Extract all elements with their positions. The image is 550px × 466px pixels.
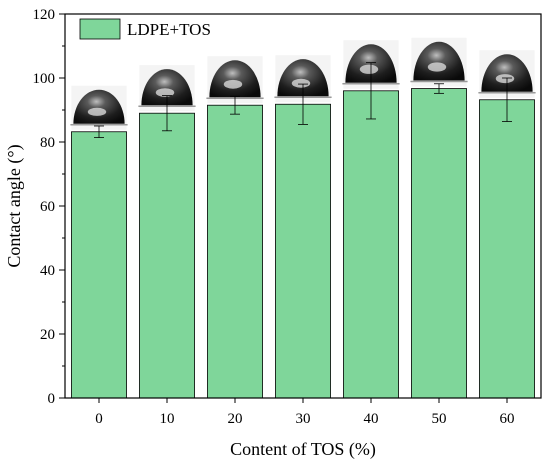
droplet-images bbox=[70, 37, 536, 130]
x-tick-label-50: 50 bbox=[432, 411, 447, 427]
bar-10 bbox=[139, 112, 195, 399]
legend: LDPE+TOS bbox=[79, 18, 211, 40]
x-tick-label-60: 60 bbox=[500, 411, 515, 427]
droplet-image-50 bbox=[410, 37, 468, 87]
y-tick-label-100: 100 bbox=[33, 71, 56, 87]
x-tick-label-20: 20 bbox=[228, 411, 243, 427]
x-axis: 0 10 20 30 40 50 60 bbox=[95, 398, 515, 427]
x-tick-label-10: 10 bbox=[160, 411, 175, 427]
y-tick-label-20: 20 bbox=[40, 327, 55, 343]
droplet-image-40 bbox=[342, 40, 400, 89]
y-tick-label-0: 0 bbox=[48, 391, 56, 407]
bar-40 bbox=[343, 90, 399, 399]
bar-30 bbox=[275, 103, 331, 399]
legend-swatch bbox=[79, 18, 121, 40]
x-tick-label-0: 0 bbox=[95, 411, 103, 427]
plot-frame bbox=[64, 13, 542, 399]
droplet-image-60 bbox=[478, 50, 536, 98]
droplet-image-10 bbox=[138, 65, 196, 112]
y-tick-label-120: 120 bbox=[33, 7, 56, 23]
x-tick-label-30: 30 bbox=[296, 411, 311, 427]
bar-20 bbox=[207, 104, 263, 399]
y-axis: 0 20 40 60 80 100 120 bbox=[33, 7, 65, 407]
droplet-image-0 bbox=[70, 85, 128, 130]
x-tick-label-40: 40 bbox=[364, 411, 379, 427]
bar-60 bbox=[479, 99, 535, 399]
y-tick-label-80: 80 bbox=[40, 135, 55, 151]
bar-50 bbox=[411, 88, 467, 399]
y-tick-label-40: 40 bbox=[40, 263, 55, 279]
legend-label: LDPE+TOS bbox=[127, 20, 211, 39]
bar-0 bbox=[71, 131, 127, 399]
x-axis-title: Content of TOS (%) bbox=[230, 439, 376, 460]
error-bars-layer bbox=[94, 62, 512, 138]
y-tick-label-60: 60 bbox=[40, 199, 55, 215]
bars-layer bbox=[71, 88, 535, 399]
y-axis-title: Contact angle (°) bbox=[4, 144, 25, 267]
